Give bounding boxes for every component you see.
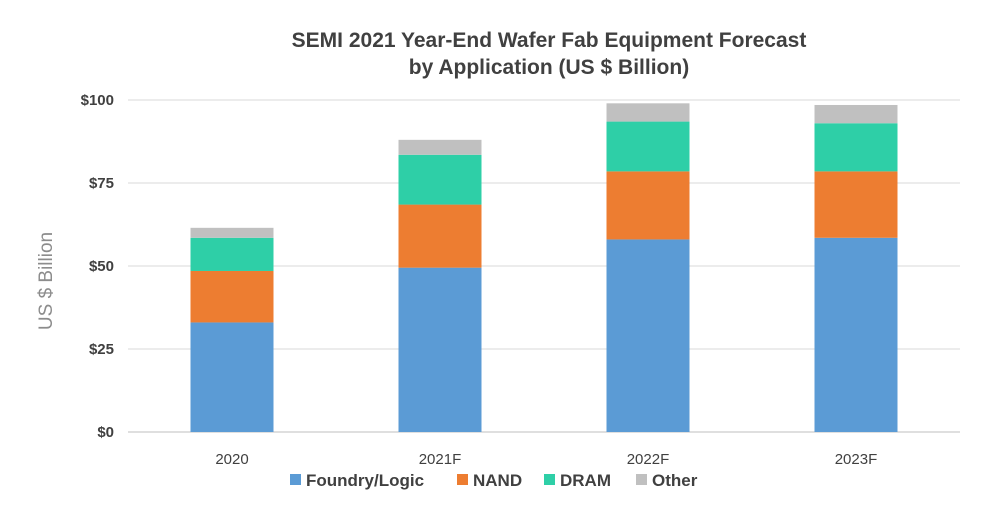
bar-other	[190, 227, 274, 238]
bar-dram	[814, 123, 898, 172]
legend-swatch	[290, 474, 301, 485]
y-tick-label: $100	[81, 92, 114, 109]
legend-swatch	[636, 474, 647, 485]
legend: Foundry/Logic NAND DRAM Other	[290, 471, 698, 490]
legend-label: DRAM	[560, 471, 611, 490]
bar-nand	[814, 171, 898, 238]
chart-title-line1: SEMI 2021 Year-End Wafer Fab Equipment F…	[292, 29, 807, 52]
legend-item: Foundry/Logic	[290, 471, 424, 490]
y-axis-label: US $ Billion	[36, 232, 57, 330]
x-tick-label: 2021F	[419, 451, 462, 468]
x-axis-ticks: 2020 2021F 2022F 2023F	[215, 451, 877, 468]
legend-item: DRAM	[544, 471, 611, 490]
y-axis-ticks: $0 $25 $50 $75 $100	[81, 92, 114, 441]
bar-foundry-logic	[606, 239, 690, 432]
y-tick-label: $50	[89, 258, 114, 275]
bar-nand	[606, 171, 690, 240]
bar-foundry-logic	[190, 322, 274, 432]
bar-other	[398, 139, 482, 155]
x-tick-label: 2020	[215, 451, 248, 468]
bar-nand	[398, 204, 482, 268]
legend-swatch	[457, 474, 468, 485]
x-tick-label: 2022F	[627, 451, 670, 468]
y-tick-label: $75	[89, 175, 114, 192]
bar-dram	[606, 121, 690, 172]
legend-label: NAND	[473, 471, 522, 490]
bar-other	[606, 103, 690, 122]
x-tick-label: 2023F	[835, 451, 878, 468]
bar-nand	[190, 270, 274, 323]
legend-item: Other	[636, 471, 698, 490]
legend-item: NAND	[457, 471, 522, 490]
bars	[190, 103, 898, 432]
bar-dram	[398, 154, 482, 205]
bar-foundry-logic	[398, 267, 482, 432]
legend-swatch	[544, 474, 555, 485]
chart-title-line2: by Application (US $ Billion)	[409, 56, 689, 79]
legend-label: Other	[652, 471, 698, 490]
y-tick-label: $25	[89, 341, 114, 358]
bar-other	[814, 104, 898, 124]
y-tick-label: $0	[97, 424, 114, 441]
bar-foundry-logic	[814, 237, 898, 432]
bar-dram	[190, 237, 274, 271]
legend-label: Foundry/Logic	[306, 471, 424, 490]
